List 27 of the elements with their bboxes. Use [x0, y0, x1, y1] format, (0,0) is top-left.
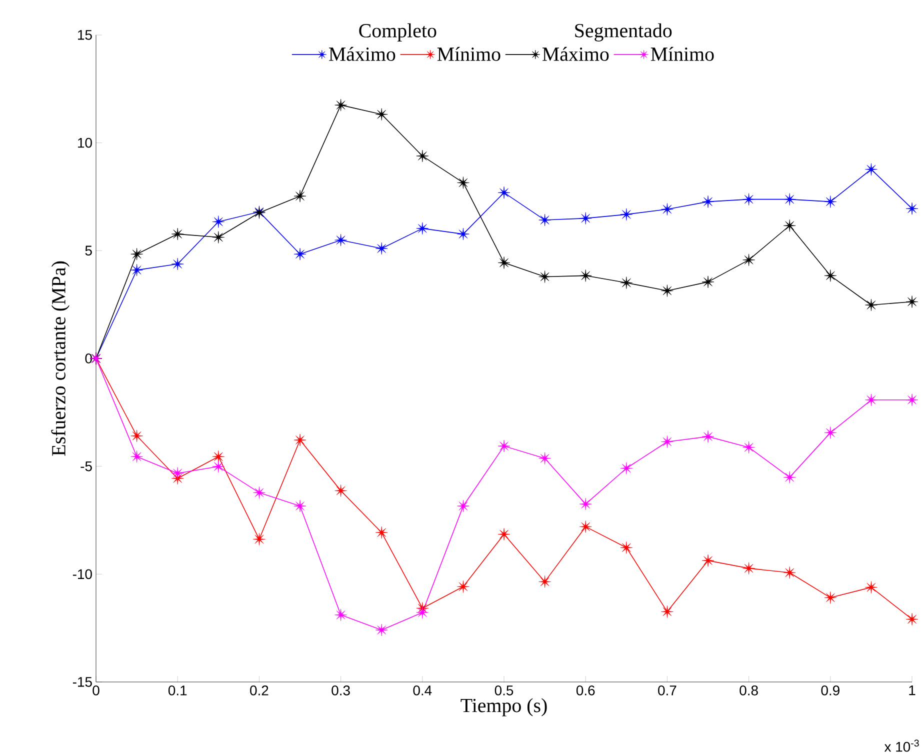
y-tick-label: 15: [78, 30, 92, 40]
x-tick-label: 0.7: [658, 685, 676, 696]
legend-label: Máximo: [328, 46, 396, 61]
x-tick-label: 0.3: [332, 685, 350, 696]
y-tick-label: -10: [72, 569, 92, 580]
x-tick-label: 0.5: [494, 685, 514, 696]
y-tick-label: 5: [85, 246, 92, 256]
y-tick-label: -15: [72, 677, 92, 687]
y-tick-label: 0: [85, 354, 92, 364]
annotation: Segmentado: [575, 23, 672, 42]
x-tick-label: 0.1: [168, 685, 187, 696]
x-tick-label: 0: [92, 685, 100, 696]
legend-label: Mínimo: [650, 46, 714, 61]
x-tick-label: 0.2: [250, 685, 268, 696]
y-tick-label: -5: [80, 461, 92, 472]
annotation: Completo: [359, 23, 436, 42]
x-tick-label: 0.9: [821, 685, 840, 696]
x-tick-label: 0.8: [740, 685, 758, 696]
x-axis-title: Tiempo (s): [460, 698, 547, 716]
legend-label: Máximo: [542, 46, 609, 61]
y-tick-label: 10: [78, 138, 92, 148]
legend-label: Mínimo: [437, 46, 500, 61]
x-tick-label: 0.4: [413, 685, 432, 696]
x-tick-label: 0.6: [576, 685, 595, 696]
x-tick-label: 1: [909, 686, 916, 696]
text: x 10$^{-3}$: [884, 740, 919, 752]
y-axis-title: Esfuerzo cortante (MPa): [51, 261, 70, 456]
